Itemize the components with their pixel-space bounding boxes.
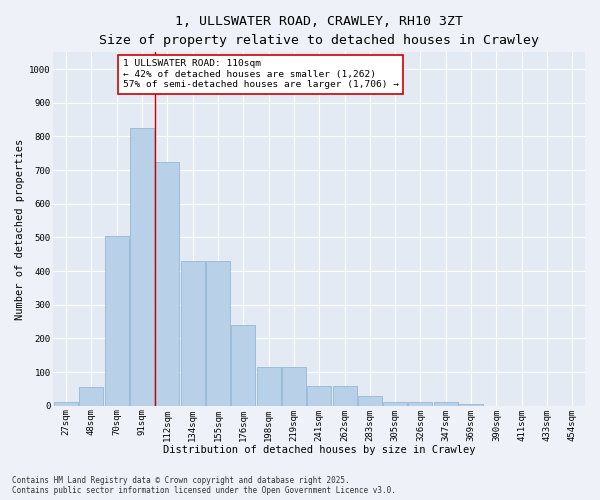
Bar bbox=[130, 128, 154, 406]
Bar bbox=[257, 367, 281, 406]
Bar bbox=[155, 162, 179, 406]
Bar bbox=[434, 402, 458, 406]
Bar bbox=[358, 396, 382, 406]
Text: Contains HM Land Registry data © Crown copyright and database right 2025.
Contai: Contains HM Land Registry data © Crown c… bbox=[12, 476, 396, 495]
Bar bbox=[54, 402, 78, 406]
Bar bbox=[79, 388, 103, 406]
X-axis label: Distribution of detached houses by size in Crawley: Distribution of detached houses by size … bbox=[163, 445, 475, 455]
Bar bbox=[282, 367, 306, 406]
Bar bbox=[332, 386, 356, 406]
Text: 1 ULLSWATER ROAD: 110sqm
← 42% of detached houses are smaller (1,262)
57% of sem: 1 ULLSWATER ROAD: 110sqm ← 42% of detach… bbox=[122, 60, 398, 89]
Bar bbox=[383, 402, 407, 406]
Bar bbox=[206, 261, 230, 406]
Title: 1, ULLSWATER ROAD, CRAWLEY, RH10 3ZT
Size of property relative to detached house: 1, ULLSWATER ROAD, CRAWLEY, RH10 3ZT Siz… bbox=[99, 15, 539, 47]
Bar bbox=[105, 236, 129, 406]
Y-axis label: Number of detached properties: Number of detached properties bbox=[15, 138, 25, 320]
Bar bbox=[231, 325, 256, 406]
Bar bbox=[307, 386, 331, 406]
Bar bbox=[181, 261, 205, 406]
Bar bbox=[409, 402, 433, 406]
Bar bbox=[459, 404, 483, 406]
